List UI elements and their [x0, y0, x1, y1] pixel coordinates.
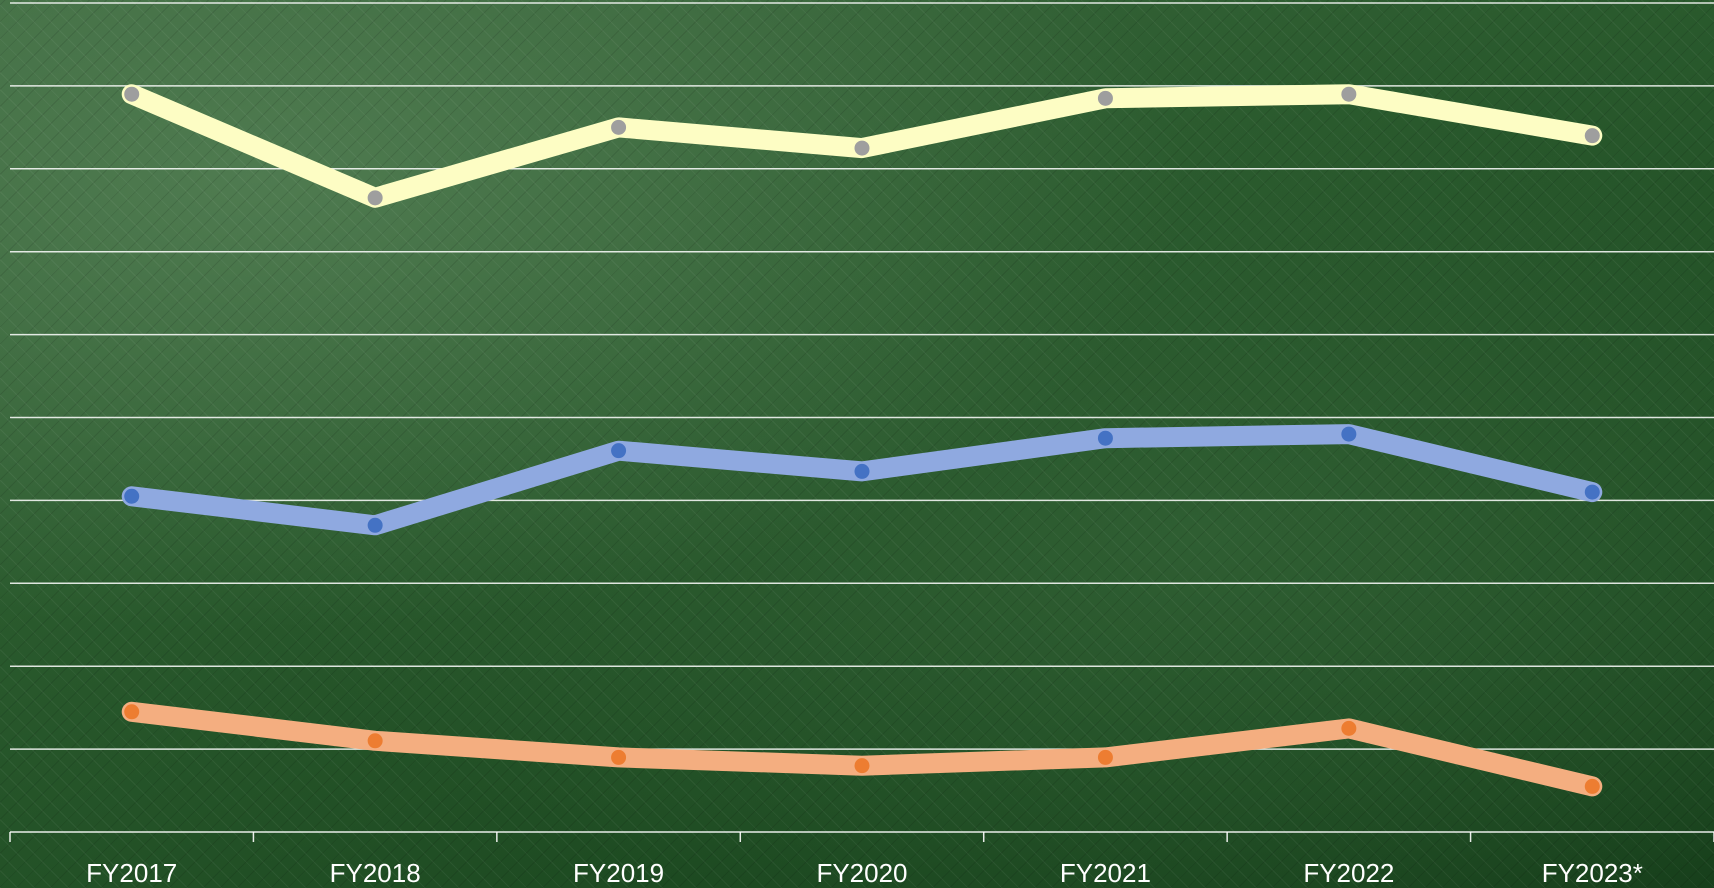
series-1-point [1341, 86, 1357, 102]
series-1-point [124, 86, 140, 102]
series-1-point [1584, 128, 1600, 144]
series-2-point [611, 443, 627, 459]
x-tick-label: FY2021 [1060, 858, 1151, 888]
series-2-point [367, 517, 383, 533]
series-3-point [611, 749, 627, 765]
x-tick-label: FY2022 [1303, 858, 1394, 888]
series-3-point [1341, 720, 1357, 736]
series-2-line [121, 424, 1603, 536]
series-markers [124, 86, 1600, 794]
series-2-point [1341, 426, 1357, 442]
series-1-point [367, 190, 383, 206]
x-tick-label: FY2019 [573, 858, 664, 888]
series-1-point [1097, 90, 1113, 106]
series-1-point [611, 119, 627, 135]
x-tick-label: FY2023* [1542, 858, 1643, 888]
series-2-point [854, 463, 870, 479]
series-2-point [1584, 484, 1600, 500]
series-2-point [124, 488, 140, 504]
x-axis [9, 831, 1714, 842]
series-3-point [1584, 778, 1600, 794]
series-3-point [854, 758, 870, 774]
series-lines [121, 84, 1603, 797]
x-tick-label: FY2017 [86, 858, 177, 888]
x-tick-labels: FY2017 FY2018 FY2019 FY2020 FY2021 FY2022 FY20… [86, 858, 1643, 888]
series-3-point [1097, 749, 1113, 765]
series-3-point [124, 704, 140, 720]
x-tick-label: FY2018 [330, 858, 421, 888]
x-tick-label: FY2020 [816, 858, 907, 888]
series-1-point [854, 140, 870, 156]
series-3-point [367, 733, 383, 749]
series-2-point [1097, 430, 1113, 446]
